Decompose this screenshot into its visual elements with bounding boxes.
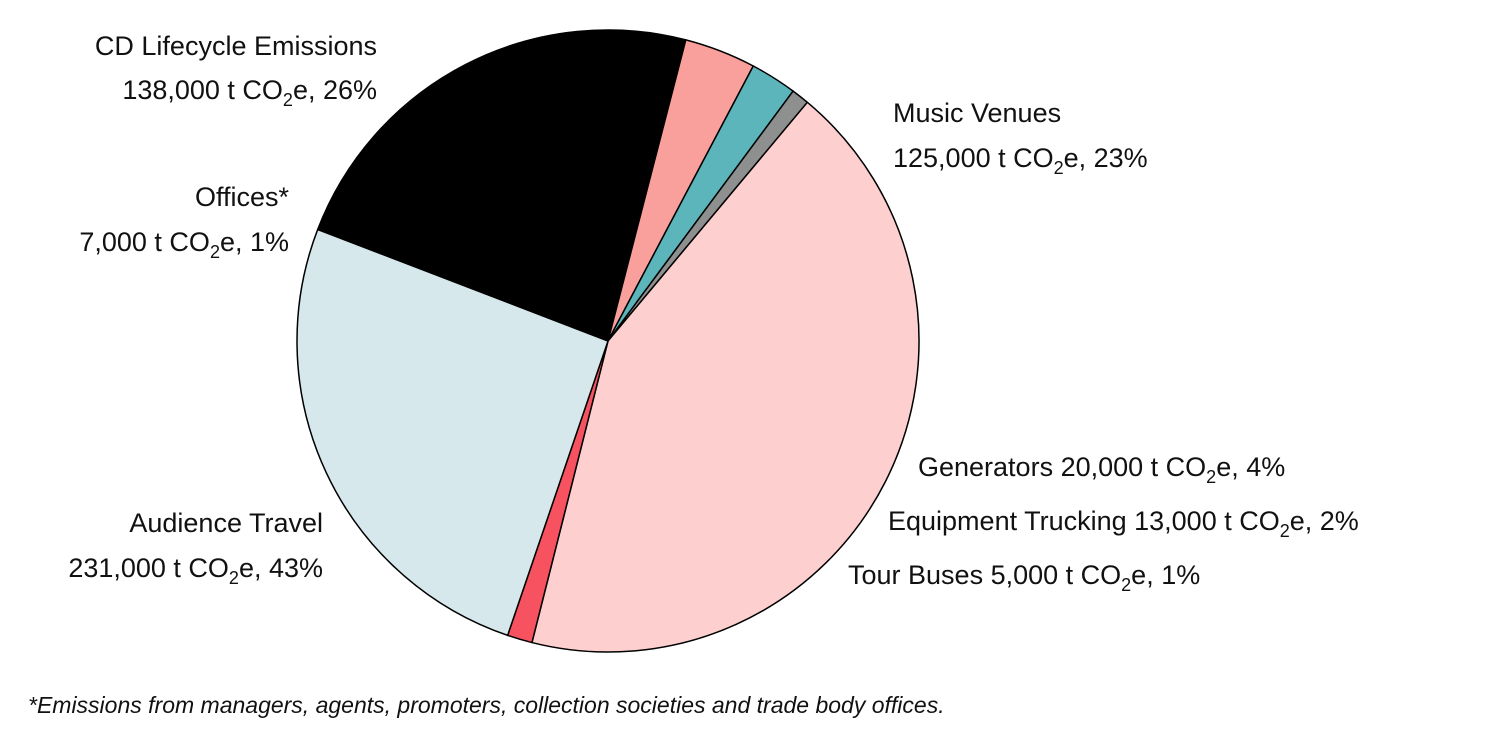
footnote: *Emissions from managers, agents, promot… xyxy=(28,692,945,718)
label-audience-travel-value: 231,000 t CO2e, 43% xyxy=(68,553,323,588)
slice-music-venues xyxy=(316,29,687,342)
label-equipment-trucking: Equipment Trucking 13,000 t CO2e, 2% xyxy=(888,506,1359,541)
label-offices-value: 7,000 t CO2e, 1% xyxy=(79,227,289,262)
label-music-venues-value: 125,000 t CO2e, 23% xyxy=(893,143,1148,178)
label-cd-lifecycle-emissions-name: CD Lifecycle Emissions xyxy=(95,31,377,61)
slice-cd-lifecycle-emissions xyxy=(296,228,609,637)
label-offices-name: Offices* xyxy=(195,182,290,212)
label-music-venues-name: Music Venues xyxy=(893,98,1061,128)
pie-slices xyxy=(296,29,920,653)
label-cd-lifecycle-emissions-value: 138,000 t CO2e, 26% xyxy=(122,75,377,110)
label-audience-travel-name: Audience Travel xyxy=(129,508,323,538)
label-generators: Generators 20,000 t CO2e, 4% xyxy=(918,452,1285,487)
slice-audience-travel xyxy=(531,101,920,653)
label-tour-buses: Tour Buses 5,000 t CO2e, 1% xyxy=(848,560,1200,595)
slice-labels: Music Venues 125,000 t CO2e, 23% Generator… xyxy=(68,31,1358,595)
